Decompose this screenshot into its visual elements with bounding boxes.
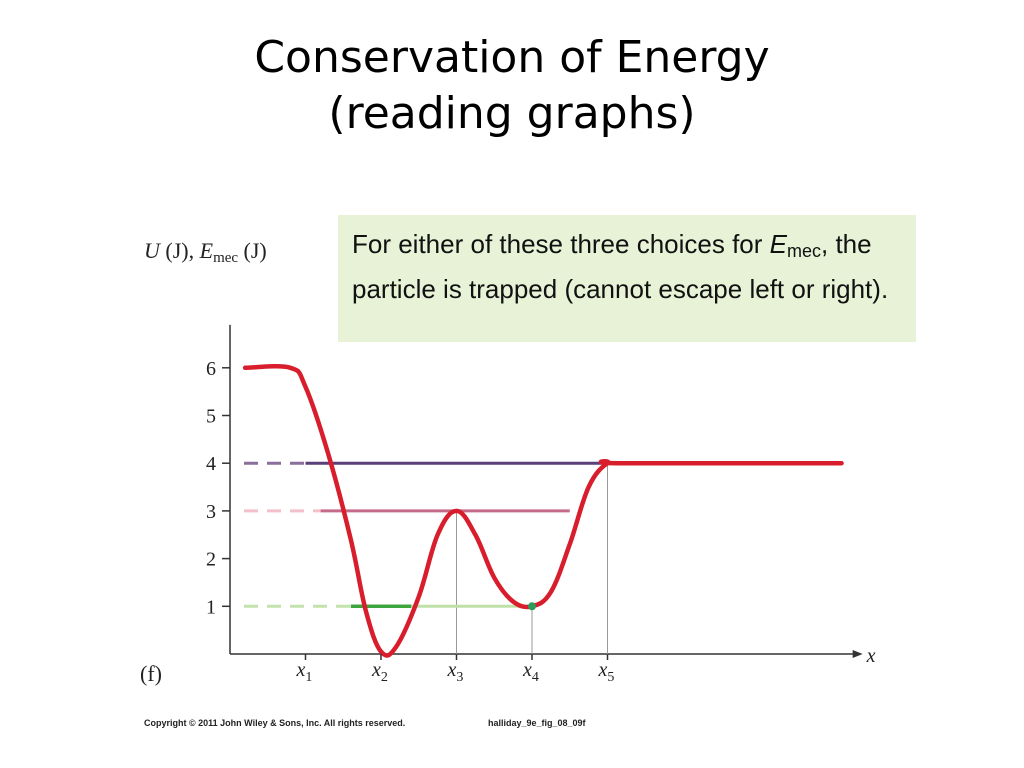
panel-label: (f) [140,661,162,686]
ylabel-u: U [144,238,160,263]
potential-energy-curve [242,364,844,658]
x-tick-label-4: x4 [522,659,539,685]
callout-text-before: For either of these three choices for [352,229,770,259]
title-line-2: (reading graphs) [328,88,696,139]
y-tick-label-1: 1 [206,596,216,618]
x-tick-label-2: x2 [371,659,388,685]
ylabel-e: E [199,238,214,263]
copyright-notice: Copyright © 2011 John Wiley & Sons, Inc.… [144,718,406,728]
y-tick-label-3: 3 [206,501,216,523]
y-tick-label-6: 6 [206,358,216,380]
y-tick-label-5: 5 [206,406,216,428]
trapped-callout: For either of these three choices for Em… [338,215,916,342]
x-tick-sub-1: 1 [305,670,312,685]
x-tick-sub-5: 5 [607,670,614,685]
x-axis-arrow [852,650,863,658]
x-tick-label-5: x5 [598,659,615,685]
x-tick-label-1: x1 [296,659,313,685]
x-tick-label-3: x3 [447,659,464,685]
y-axis-label: U (J), Emec (J) [144,238,267,267]
callout-emphasis: E [769,229,787,259]
ylabel-u-unit: (J), [165,238,195,263]
callout-subscript: mec [787,241,822,261]
callout-text-after: , the particle is trapped (cannot escape… [352,229,889,304]
x-tick-sub-4: 4 [532,670,539,685]
ylabel-e-unit: (J) [243,238,267,263]
slide-title: Conservation of Energy (reading graphs) [0,30,1024,142]
particle-marker [528,602,536,611]
x-axis-label: x [866,645,876,667]
y-tick-label-2: 2 [206,549,216,571]
x-tick-sub-2: 2 [381,670,388,685]
title-line-1: Conservation of Energy [254,32,770,83]
x-tick-sub-3: 3 [456,670,463,685]
ylabel-e-sub: mec [213,250,239,266]
y-tick-label-4: 4 [206,453,216,475]
figure-id: halliday_9e_fig_08_09f [488,718,586,728]
